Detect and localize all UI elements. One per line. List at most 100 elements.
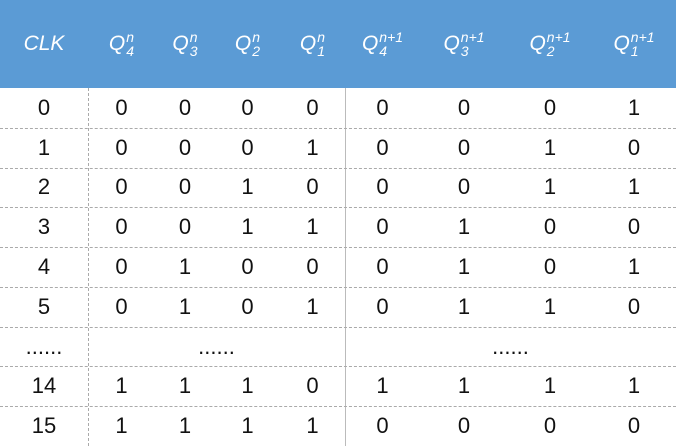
- header-sub: 3: [460, 43, 469, 59]
- header-indices: n+1 2: [547, 30, 571, 58]
- cell: 1: [241, 214, 254, 240]
- cell: 0: [115, 214, 128, 240]
- cell: 1: [178, 293, 192, 319]
- header-base: Q: [613, 32, 630, 55]
- cell: 0: [627, 293, 641, 319]
- header-base: Q: [234, 32, 252, 55]
- cell: 0: [306, 94, 319, 120]
- cell: 0: [178, 94, 192, 120]
- cell: 1: [306, 214, 319, 240]
- cell: 1: [241, 174, 254, 200]
- cell: 0: [178, 214, 192, 240]
- header-base: Q: [108, 32, 126, 55]
- cell: 0: [241, 293, 254, 319]
- cell: 4: [37, 253, 51, 279]
- column-divider: [88, 88, 89, 446]
- cell: 14: [31, 373, 57, 399]
- header-sub: 2: [546, 43, 555, 59]
- cell: 1: [543, 134, 557, 160]
- header-sub: 4: [126, 43, 135, 59]
- cell: 1: [178, 253, 192, 279]
- cell: 2: [37, 174, 51, 200]
- cell: 0: [306, 253, 319, 279]
- cell: 0: [543, 413, 557, 439]
- row-divider: [0, 326, 676, 328]
- header-sup: n+1: [546, 29, 571, 45]
- header-sup: n: [189, 29, 198, 45]
- cell: 0: [115, 174, 128, 200]
- cell: 0: [306, 373, 319, 399]
- header-base: Q: [529, 32, 546, 55]
- header-sup: n+1: [630, 29, 655, 45]
- cell: 1: [306, 293, 319, 319]
- row-divider: [0, 286, 676, 288]
- cell: 1: [178, 413, 192, 439]
- cell: 0: [457, 134, 471, 160]
- cell: 0: [376, 94, 389, 120]
- cell: 1: [543, 373, 557, 399]
- cell: 3: [37, 214, 51, 240]
- cell: 0: [376, 253, 389, 279]
- cell: 0: [627, 134, 641, 160]
- cell: 1: [457, 253, 471, 279]
- cell: 0: [457, 174, 471, 200]
- row-divider: [0, 127, 676, 129]
- row-divider: [0, 247, 676, 249]
- cell: 0: [627, 413, 641, 439]
- cell: 0: [37, 94, 51, 120]
- cell: 0: [241, 94, 254, 120]
- header-sup: n: [317, 29, 326, 45]
- cell: 1: [627, 253, 641, 279]
- cell: 1: [543, 293, 557, 319]
- header-indices: n+1 3: [461, 30, 485, 58]
- row-divider: [0, 207, 676, 209]
- cell: 1: [115, 373, 128, 399]
- cell: 1: [115, 413, 128, 439]
- column-divider: [345, 88, 346, 446]
- cell: 0: [627, 214, 641, 240]
- cell: 0: [115, 94, 128, 120]
- cell: 5: [37, 293, 51, 319]
- cell: 1: [306, 134, 319, 160]
- cell: 0: [115, 134, 128, 160]
- row-divider: [0, 366, 676, 368]
- row-divider: [0, 167, 676, 169]
- cell: 0: [457, 94, 471, 120]
- cell: 0: [457, 413, 471, 439]
- header-sup: n+1: [379, 29, 404, 45]
- cell: 1: [457, 373, 471, 399]
- header-sub: 3: [189, 43, 198, 59]
- cell: 1: [241, 413, 254, 439]
- cell: 15: [31, 413, 57, 439]
- header-base: Q: [443, 32, 460, 55]
- header-text: CLK: [23, 32, 65, 55]
- header-indices: n+1 1: [631, 30, 655, 58]
- header-sup: n: [252, 29, 261, 45]
- cell: 0: [376, 214, 389, 240]
- cell: 1: [306, 413, 319, 439]
- cell: 1: [376, 373, 389, 399]
- cell: 1: [627, 94, 641, 120]
- cell: 1: [627, 373, 641, 399]
- cell: 0: [306, 174, 319, 200]
- row-divider: [0, 406, 676, 408]
- cell: 1: [37, 134, 51, 160]
- header-base: Q: [299, 32, 317, 55]
- header-indices: n+1 4: [379, 30, 403, 58]
- cell: 0: [376, 174, 389, 200]
- header-sub: 4: [379, 43, 388, 59]
- cell: 0: [178, 134, 192, 160]
- cell: 1: [457, 293, 471, 319]
- cell: 0: [543, 94, 557, 120]
- cell: 0: [115, 253, 128, 279]
- header-sup: n+1: [460, 29, 485, 45]
